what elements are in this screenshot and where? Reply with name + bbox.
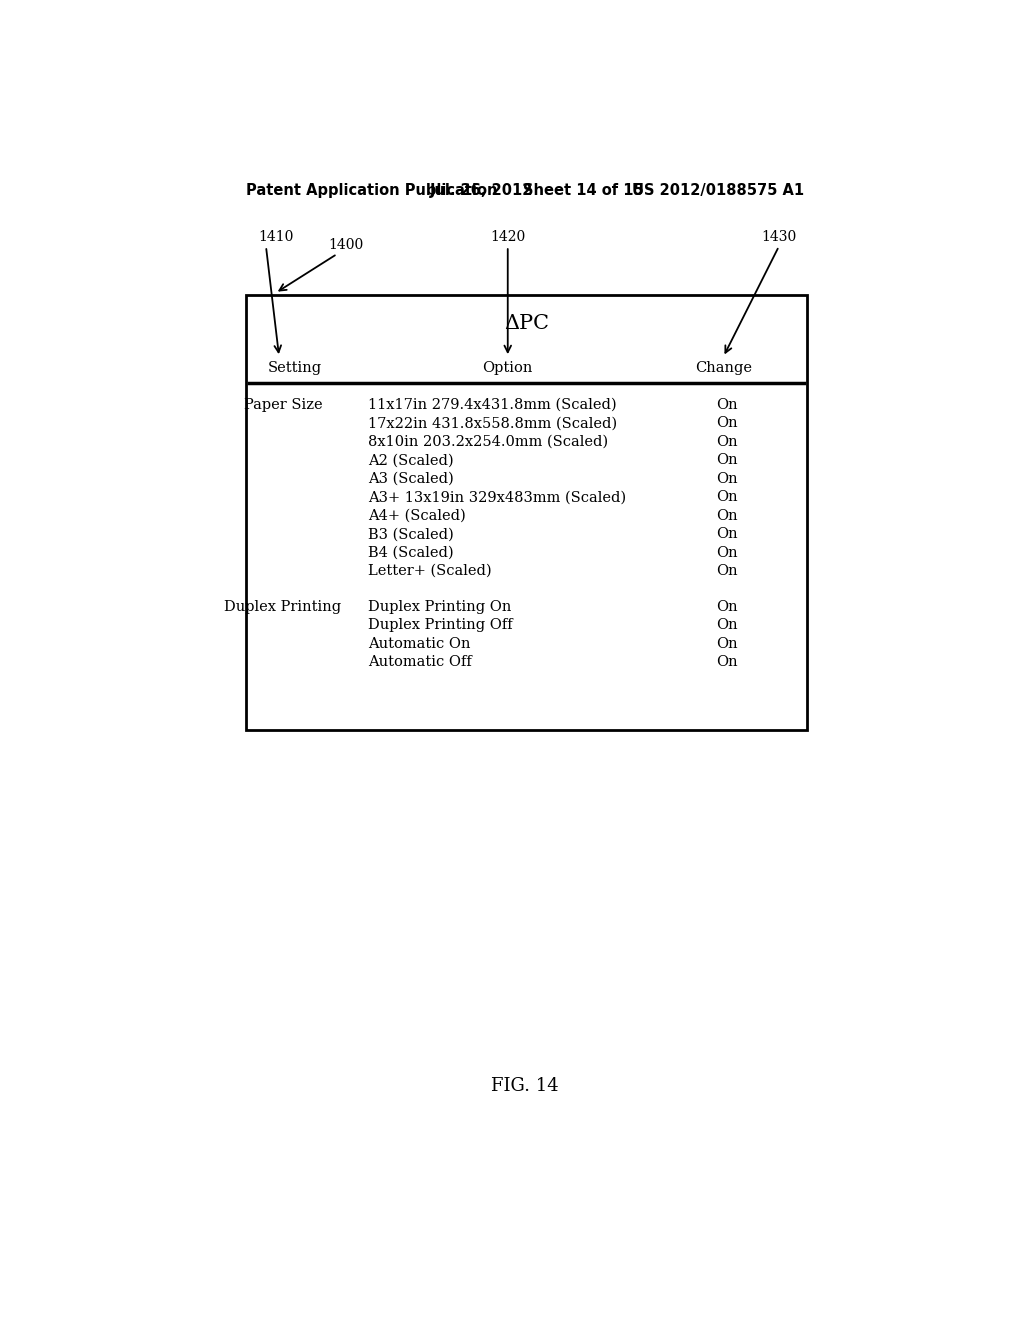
Text: On: On — [716, 508, 738, 523]
Text: A4+ (Scaled): A4+ (Scaled) — [369, 508, 466, 523]
Text: 8x10in 203.2x254.0mm (Scaled): 8x10in 203.2x254.0mm (Scaled) — [369, 434, 608, 449]
Text: On: On — [716, 397, 738, 412]
Text: A3+ 13x19in 329x483mm (Scaled): A3+ 13x19in 329x483mm (Scaled) — [369, 490, 627, 504]
Text: On: On — [716, 655, 738, 669]
Text: 1410: 1410 — [258, 230, 294, 244]
Text: ΔPC: ΔPC — [504, 314, 549, 334]
Text: Jul. 26, 2012: Jul. 26, 2012 — [430, 183, 534, 198]
Text: A2 (Scaled): A2 (Scaled) — [369, 453, 454, 467]
Text: Letter+ (Scaled): Letter+ (Scaled) — [369, 564, 492, 578]
Text: Automatic On: Automatic On — [369, 636, 471, 651]
Text: Duplex Printing Off: Duplex Printing Off — [369, 618, 513, 632]
Text: 1400: 1400 — [328, 238, 364, 252]
Text: B4 (Scaled): B4 (Scaled) — [369, 545, 454, 560]
Text: Duplex Printing: Duplex Printing — [224, 599, 342, 614]
Text: On: On — [716, 527, 738, 541]
Text: 1420: 1420 — [490, 230, 525, 244]
Text: Sheet 14 of 15: Sheet 14 of 15 — [523, 183, 644, 198]
Text: On: On — [716, 618, 738, 632]
Text: FIG. 14: FIG. 14 — [490, 1077, 559, 1096]
Text: On: On — [716, 636, 738, 651]
Text: Change: Change — [694, 360, 752, 375]
Text: On: On — [716, 453, 738, 467]
Text: Patent Application Publication: Patent Application Publication — [246, 183, 498, 198]
Text: 1430: 1430 — [762, 230, 797, 244]
Text: On: On — [716, 564, 738, 578]
Text: On: On — [716, 599, 738, 614]
Text: Duplex Printing On: Duplex Printing On — [369, 599, 512, 614]
Bar — [246, 294, 807, 730]
Text: Setting: Setting — [267, 360, 322, 375]
Text: 11x17in 279.4x431.8mm (Scaled): 11x17in 279.4x431.8mm (Scaled) — [369, 397, 616, 412]
Text: On: On — [716, 490, 738, 504]
Text: B3 (Scaled): B3 (Scaled) — [369, 527, 454, 541]
Text: On: On — [716, 416, 738, 430]
Text: US 2012/0188575 A1: US 2012/0188575 A1 — [632, 183, 804, 198]
Text: On: On — [716, 545, 738, 560]
Text: 17x22in 431.8x558.8mm (Scaled): 17x22in 431.8x558.8mm (Scaled) — [369, 416, 617, 430]
Text: Option: Option — [482, 360, 532, 375]
Text: A3 (Scaled): A3 (Scaled) — [369, 471, 454, 486]
Text: On: On — [716, 434, 738, 449]
Text: Automatic Off: Automatic Off — [369, 655, 472, 669]
Text: On: On — [716, 471, 738, 486]
Text: Paper Size: Paper Size — [244, 397, 323, 412]
